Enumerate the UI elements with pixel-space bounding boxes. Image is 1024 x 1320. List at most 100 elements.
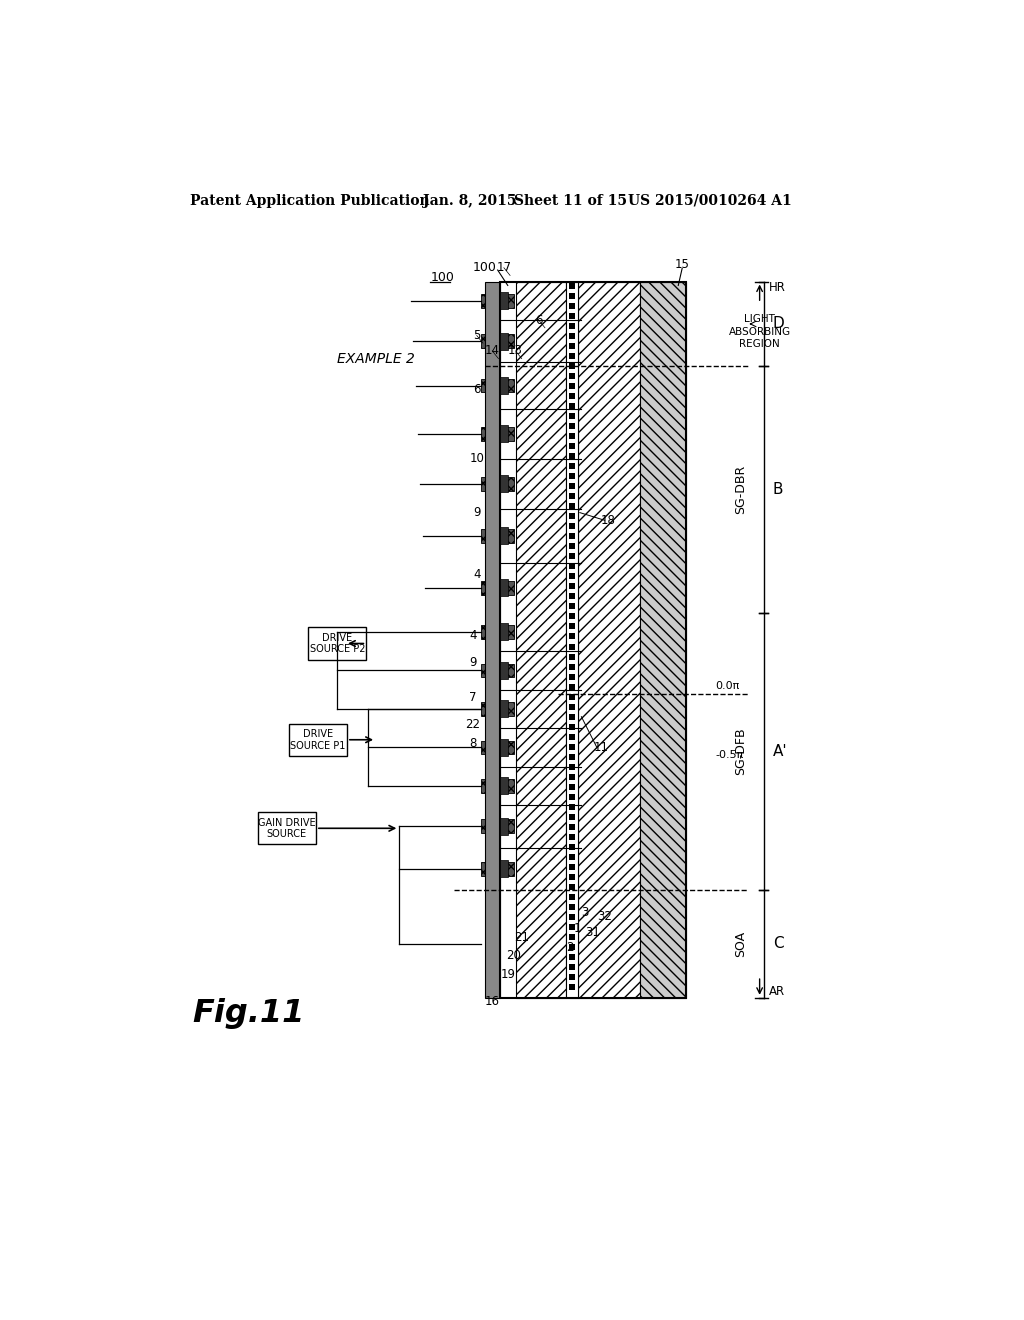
Text: 31: 31 xyxy=(586,925,600,939)
Bar xyxy=(568,463,574,470)
Bar xyxy=(500,333,508,350)
Bar xyxy=(568,774,574,780)
Polygon shape xyxy=(484,281,500,998)
Polygon shape xyxy=(640,281,686,998)
Bar xyxy=(500,861,508,878)
Bar xyxy=(568,483,574,490)
Bar xyxy=(568,413,574,420)
Bar xyxy=(568,754,574,759)
Bar xyxy=(568,673,574,680)
Text: A': A' xyxy=(773,743,787,759)
Text: Fig.11: Fig.11 xyxy=(191,998,304,1028)
Bar xyxy=(568,374,574,379)
Bar xyxy=(568,884,574,890)
Text: AR: AR xyxy=(769,985,785,998)
Bar xyxy=(500,701,508,718)
Text: 13: 13 xyxy=(508,345,523,358)
Bar xyxy=(568,684,574,689)
Bar xyxy=(568,354,574,359)
Bar xyxy=(568,793,574,800)
Bar xyxy=(568,913,574,920)
Text: 4: 4 xyxy=(473,568,480,581)
Text: SG-DBR: SG-DBR xyxy=(734,465,746,513)
Bar xyxy=(568,284,574,289)
Bar xyxy=(568,573,574,579)
Bar xyxy=(568,494,574,499)
Bar xyxy=(568,784,574,789)
Bar xyxy=(568,553,574,560)
Text: B: B xyxy=(773,482,783,498)
Text: 32: 32 xyxy=(597,911,612,924)
Bar xyxy=(500,777,508,795)
Polygon shape xyxy=(480,477,514,491)
Polygon shape xyxy=(480,779,514,793)
Bar xyxy=(568,944,574,950)
Bar xyxy=(568,854,574,859)
Text: DRIVE
SOURCE P1: DRIVE SOURCE P1 xyxy=(290,729,345,751)
Bar xyxy=(568,974,574,979)
Bar xyxy=(568,594,574,599)
Text: Jan. 8, 2015: Jan. 8, 2015 xyxy=(423,194,516,207)
Text: 1: 1 xyxy=(573,921,582,935)
Text: Sheet 11 of 15: Sheet 11 of 15 xyxy=(514,194,627,207)
Text: 18: 18 xyxy=(601,513,616,527)
Bar xyxy=(500,293,508,309)
Bar xyxy=(500,425,508,442)
Bar xyxy=(568,304,574,309)
Bar xyxy=(308,627,367,660)
Bar xyxy=(568,954,574,960)
Bar xyxy=(568,293,574,300)
Text: 3: 3 xyxy=(582,907,589,920)
Bar xyxy=(568,644,574,649)
Bar xyxy=(568,603,574,610)
Bar xyxy=(568,393,574,399)
Bar xyxy=(568,564,574,569)
Bar xyxy=(568,513,574,519)
Bar xyxy=(568,693,574,700)
Polygon shape xyxy=(480,702,514,715)
Bar xyxy=(568,424,574,429)
Text: 22: 22 xyxy=(465,718,480,731)
Bar xyxy=(500,378,508,395)
Text: 21: 21 xyxy=(514,931,529,944)
Polygon shape xyxy=(480,379,514,392)
Bar xyxy=(500,579,508,597)
Text: DRIVE
SOURCE P2: DRIVE SOURCE P2 xyxy=(309,632,365,655)
Text: 15: 15 xyxy=(675,259,689,271)
Polygon shape xyxy=(480,626,514,639)
Text: EXAMPLE 2: EXAMPLE 2 xyxy=(337,351,415,366)
Bar xyxy=(568,503,574,510)
Polygon shape xyxy=(480,426,514,441)
Text: LIGHT
ABSORBING
REGION: LIGHT ABSORBING REGION xyxy=(728,314,791,348)
Text: 6: 6 xyxy=(473,383,480,396)
Bar xyxy=(568,924,574,929)
Polygon shape xyxy=(480,581,514,594)
Bar xyxy=(568,714,574,719)
Bar xyxy=(568,723,574,730)
Text: 100: 100 xyxy=(472,261,496,275)
Text: 5: 5 xyxy=(473,329,480,342)
Polygon shape xyxy=(480,294,514,308)
Bar xyxy=(568,453,574,459)
Bar xyxy=(568,763,574,770)
Bar xyxy=(568,544,574,549)
Bar xyxy=(500,663,508,678)
Bar xyxy=(568,583,574,590)
Bar xyxy=(568,704,574,710)
Text: SG-DFB: SG-DFB xyxy=(734,727,746,775)
Text: 20: 20 xyxy=(507,949,521,962)
Text: Patent Application Publication: Patent Application Publication xyxy=(190,194,430,207)
Bar xyxy=(568,894,574,900)
Bar xyxy=(500,818,508,834)
Bar xyxy=(568,824,574,830)
Text: 11: 11 xyxy=(593,741,608,754)
Bar xyxy=(568,813,574,820)
Polygon shape xyxy=(578,281,640,998)
Text: SOA: SOA xyxy=(734,931,746,957)
Bar xyxy=(568,614,574,619)
Text: 4: 4 xyxy=(469,630,476,643)
Text: GAIN DRIVE
SOURCE: GAIN DRIVE SOURCE xyxy=(258,817,315,840)
Bar xyxy=(568,964,574,970)
Bar xyxy=(568,404,574,409)
Polygon shape xyxy=(480,741,514,755)
